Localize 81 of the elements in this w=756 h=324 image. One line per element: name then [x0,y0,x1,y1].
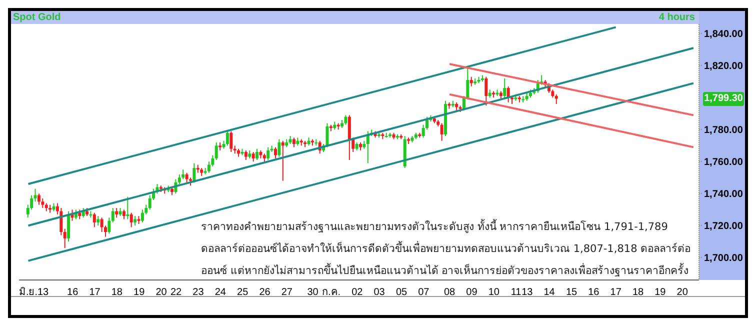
x-tick-label: 05 [396,287,408,298]
x-tick-label: 16 [67,287,79,298]
annotation: ราคาทองคำพยายามสร้างฐานและพยายามทรงตัวในระดับสูง ทั้งนี้ หากราคายืนเหนือโซน 1,791-1,789 [201,218,669,235]
x-tick-label: 17 [610,287,622,298]
x-tick-label: 20 [156,287,168,298]
candlestick [178,174,181,184]
x-tick-label: 19 [654,287,666,298]
x-tick-label: 03 [374,287,386,298]
x-tick-label: 18 [632,287,644,298]
x-tick-label: 02 [352,287,364,298]
candlestick [470,76,473,87]
text: 1,799.30 [703,92,744,106]
y-tick-label: 1,700.00 [704,253,744,264]
candlestick [111,208,114,223]
x-tick-label: 13 [522,287,534,298]
y-tick-label: 1,720.00 [704,221,744,232]
x-tick-label: 08 [444,287,456,298]
candlestick [130,212,133,228]
y-tick-label: 1,780.00 [704,125,744,136]
x-tick-label: 07 [418,287,430,298]
candlestick [344,114,348,126]
y-tick-label: 1,840.00 [704,29,744,40]
annotation: ดอลลาร์ต่อออนซ์ได้อาจทำให้เห็นการดีดตัวขึ้นเพื่อพยายามทดสอบแนวต้านบริเวณ 1,807-1,818 ดอลลาร์ต่อ [201,240,691,257]
x-tick-label: 10 [488,287,500,298]
candlestick [63,228,66,248]
candlestick [41,198,44,208]
x-tick-label: 27 [281,287,293,298]
x-tick-label: มิ.ย. [18,287,38,298]
candlestick [214,142,218,160]
candlestick [226,130,229,146]
candlestick [96,216,100,226]
x-tick-label: ก.ค. [322,287,341,298]
candlestick [92,212,96,228]
x-tick-label: 13 [37,287,50,298]
candlestick [278,138,281,158]
x-tick-label: 18 [111,287,123,298]
candlestick [230,130,233,152]
candlestick [266,146,270,160]
x-tick-label: 20 [676,287,688,298]
x-tick-label: 14 [544,287,556,298]
candlestick [256,148,259,160]
x-tick-label: 19 [134,287,146,298]
candlestick [274,146,277,159]
chart-subtitle: 4 hours [658,12,695,23]
x-tick-label: 22 [170,287,182,298]
y-tick-label: 1,820.00 [704,61,744,72]
candlestick [140,209,144,223]
x-tick-label: 24 [214,287,226,298]
candlestick [108,217,111,234]
x-tick-label: 17 [89,287,101,298]
candlestick [78,209,82,220]
candlestick [252,152,255,162]
x-tick-label: 25 [237,287,249,298]
candlestick [182,169,185,180]
x-tick-label: 11 [510,287,522,298]
annotation: ออนซ์ แต่หากยังไม่สามารถขึ้นไปยืนเหนือแนวต้านได้ อาจเห็นการย่อตัวของราคาลงเพื่อสร้างฐานราคาอีกครั้ง [201,262,690,279]
candlestick [554,94,558,104]
candlestick [348,114,351,160]
candlestick [484,76,488,106]
candlestick [67,210,70,242]
candlestick [115,208,118,218]
candlestick [440,122,444,142]
x-tick-label: 15 [566,287,578,298]
x-tick-label: 26 [259,287,271,298]
candlestick [503,78,506,98]
x-tick-label: 09 [466,287,478,298]
candlestick [292,137,296,148]
candlestick [126,196,130,220]
candlestick [185,172,188,183]
x-tick-label: 30 [307,287,319,298]
candlestick [281,140,284,182]
y-tick-label: 1,740.00 [704,189,744,200]
candlestick [34,188,37,202]
y-tick-label: 1,760.00 [704,157,744,168]
candlestick [37,193,40,206]
x-tick-label: 16 [588,287,600,298]
chart-title: Spot Gold [13,12,61,23]
candlestick [244,150,248,160]
x-tick-label: 23 [192,287,204,298]
candlestick [134,216,137,226]
candlestick [122,209,126,220]
